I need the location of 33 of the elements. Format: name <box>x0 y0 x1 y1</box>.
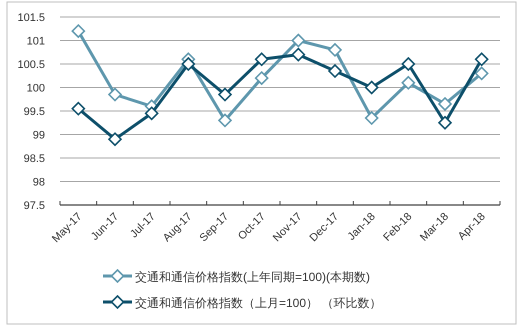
point <box>254 71 268 85</box>
legend-label: 交通和通信价格指数（上月=100） （环比数） <box>135 296 382 310</box>
point <box>292 48 306 62</box>
point <box>218 88 232 102</box>
legend-label: 交通和通信价格指数(上年同期=100)(本期数) <box>135 270 370 284</box>
point <box>72 24 86 38</box>
y-tick-label: 99.5 <box>24 106 45 118</box>
point <box>108 132 122 146</box>
y-tick-label: 100.5 <box>17 59 45 71</box>
point <box>254 52 268 66</box>
point <box>474 66 488 80</box>
y-tick-label: 98 <box>32 176 45 188</box>
point <box>328 64 342 78</box>
point <box>292 34 306 48</box>
point <box>474 52 488 66</box>
point <box>144 106 158 120</box>
y-tick-label: 99 <box>32 130 45 142</box>
y-tick-label: 100 <box>26 82 45 94</box>
point <box>438 116 452 130</box>
point <box>402 76 416 90</box>
point <box>182 57 196 71</box>
point <box>402 57 416 71</box>
y-tick-label: 101 <box>26 36 45 48</box>
point <box>364 111 378 125</box>
y-tick-label: 97.5 <box>24 200 45 212</box>
point <box>438 97 452 111</box>
point <box>72 102 86 116</box>
y-tick-label: 101.5 <box>17 12 45 24</box>
point <box>364 80 378 94</box>
point <box>108 88 122 102</box>
point <box>218 114 232 128</box>
y-tick-label: 98.5 <box>24 153 45 165</box>
point <box>328 43 342 57</box>
